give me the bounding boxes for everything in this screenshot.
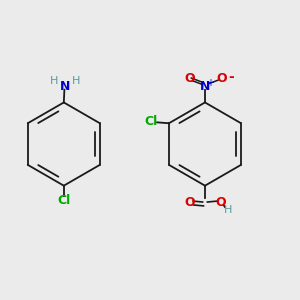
Text: Cl: Cl <box>144 115 157 128</box>
Text: H: H <box>50 76 58 86</box>
Text: N: N <box>60 80 70 93</box>
Text: H: H <box>72 76 80 86</box>
Text: O: O <box>217 72 227 85</box>
Text: +: + <box>206 77 214 88</box>
Text: O: O <box>184 196 195 209</box>
Text: O: O <box>184 72 195 85</box>
Text: O: O <box>215 196 226 209</box>
Text: N: N <box>200 80 210 93</box>
Text: -: - <box>228 70 234 84</box>
Text: Cl: Cl <box>57 194 70 207</box>
Text: H: H <box>224 205 232 215</box>
